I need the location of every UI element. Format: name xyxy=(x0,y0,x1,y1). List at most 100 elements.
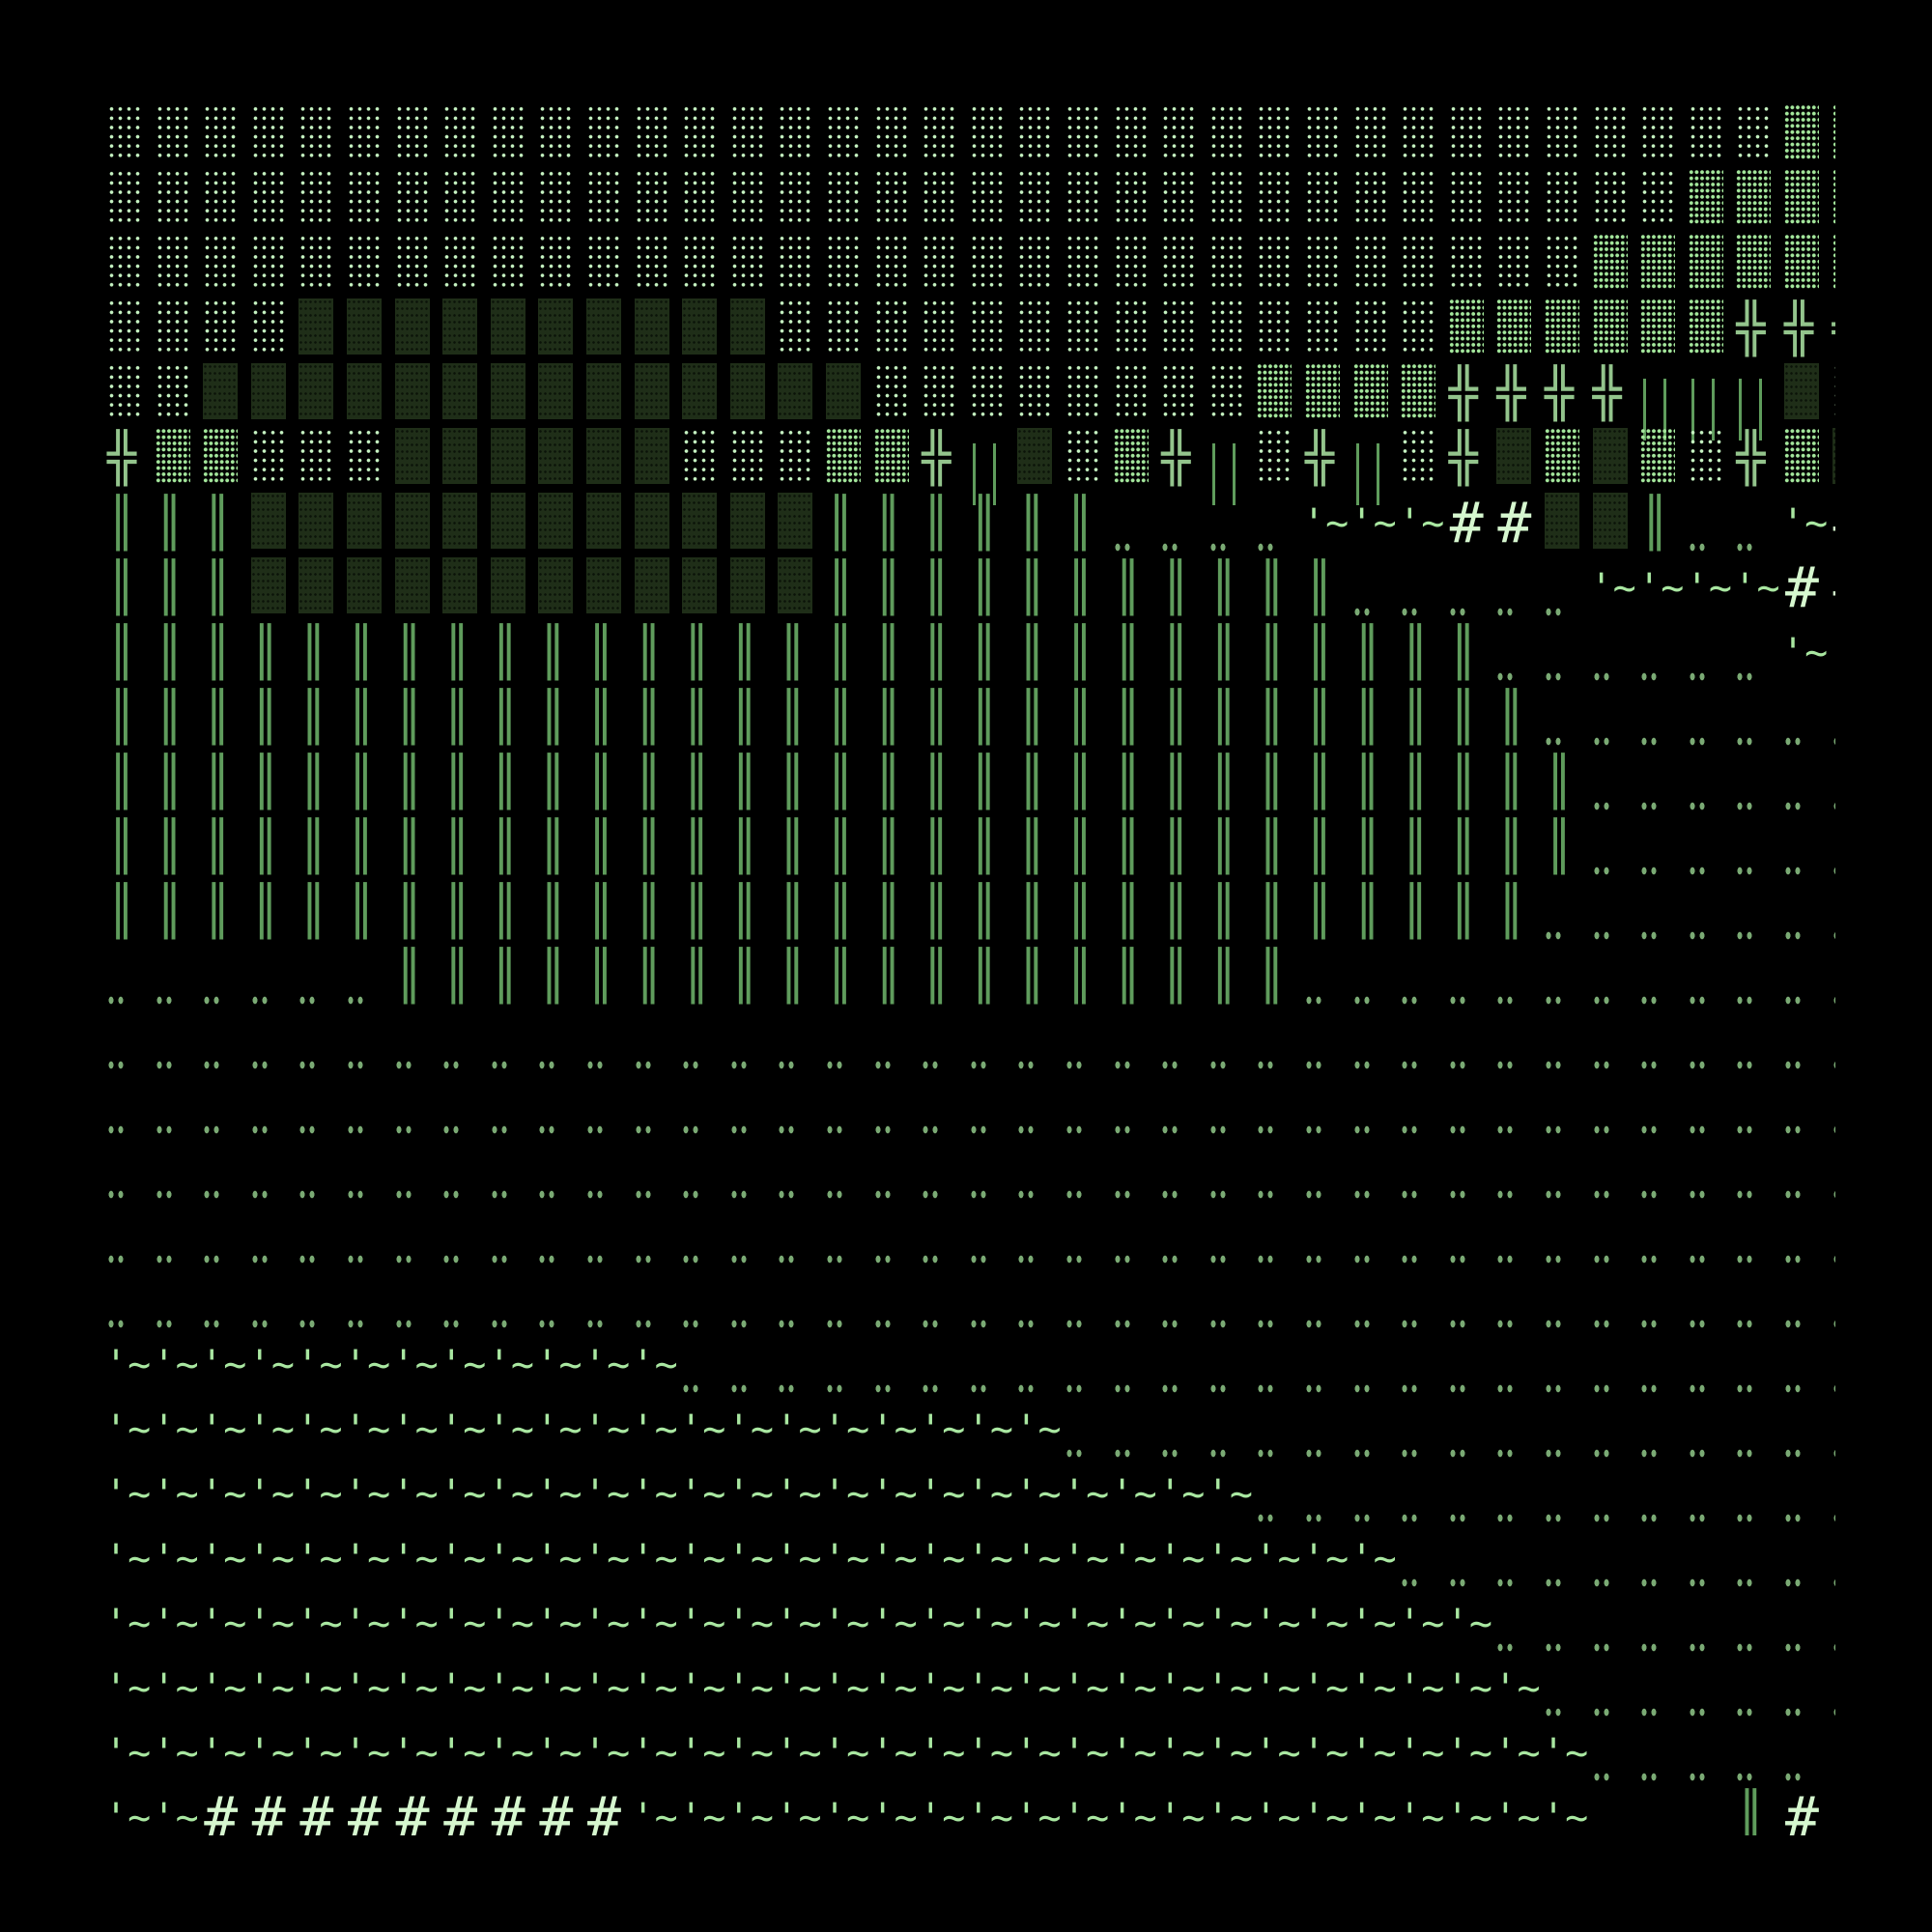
double-vertical-glyph: ║ xyxy=(778,883,808,939)
tile-floor-dots xyxy=(1350,1075,1399,1140)
tile-double-vertical: ║ xyxy=(727,687,776,752)
map-row xyxy=(104,1075,1835,1140)
tile-floor-dots xyxy=(1830,1205,1835,1269)
light-shade-glyph xyxy=(1448,234,1484,290)
tile-floor-dots xyxy=(1590,1205,1638,1269)
double-vertical-glyph: ║ xyxy=(634,948,664,1004)
tile-light-shade xyxy=(1398,298,1446,363)
tile-water: '~ xyxy=(967,1399,1015,1463)
light-shade-glyph xyxy=(490,104,526,160)
double-cross-glyph: ╬ xyxy=(1736,300,1766,356)
tile-floor-dots xyxy=(1063,1399,1111,1463)
double-vertical-glyph: ║ xyxy=(1257,753,1287,810)
tile-water: '~ xyxy=(1207,1722,1255,1787)
tile-dark-shade xyxy=(488,557,536,622)
floor-dots-glyph xyxy=(1065,1320,1084,1328)
floor-dots-glyph xyxy=(1639,802,1660,810)
light-shade-glyph xyxy=(969,363,1005,419)
tile-light-shade xyxy=(1254,169,1302,234)
tile-dark-shade xyxy=(727,363,776,428)
water-glyph: '~ xyxy=(870,1731,918,1776)
tile-floor-dots xyxy=(1493,1399,1542,1463)
floor-dots-glyph xyxy=(1639,931,1660,940)
tile-dark-shade xyxy=(823,363,871,428)
tile-double-vertical: ║ xyxy=(919,881,967,946)
tile-water: '~ xyxy=(871,1787,920,1835)
tile-water: '~ xyxy=(919,1593,967,1658)
water-glyph: '~ xyxy=(583,1602,631,1646)
double-vertical-glyph: ║ xyxy=(729,624,759,680)
medium-shade-glyph xyxy=(1545,298,1579,355)
floor-dots-glyph xyxy=(1735,1449,1755,1458)
light-shade-glyph xyxy=(1688,428,1723,484)
tile-dark-shade xyxy=(392,428,440,493)
tile-water: '~ xyxy=(296,1334,344,1399)
double-vertical-glyph: ║ xyxy=(586,818,616,874)
tile-double-vertical: ║ xyxy=(1111,622,1159,687)
tile-water: '~ xyxy=(871,1399,920,1463)
water-glyph: '~ xyxy=(966,1796,1013,1835)
floor-dots-glyph xyxy=(1687,867,1707,875)
floor-dots-glyph xyxy=(1447,1320,1467,1328)
water-glyph: '~ xyxy=(440,1343,487,1387)
tile-water: '~ xyxy=(392,1334,440,1399)
floor-dots-glyph xyxy=(1400,1190,1420,1199)
floor-dots-glyph xyxy=(1544,1255,1563,1264)
tile-light-shade xyxy=(248,428,297,493)
medium-shade-glyph xyxy=(1832,169,1835,225)
water-glyph: '~ xyxy=(583,1731,631,1776)
floor-dots-glyph xyxy=(1639,1773,1660,1781)
tile-floor-dots xyxy=(1733,1010,1781,1075)
tile-light-shade xyxy=(727,104,776,169)
tile-water: '~ xyxy=(823,1593,871,1658)
tile-light-shade xyxy=(1686,104,1734,169)
medium-shade-glyph xyxy=(1352,363,1388,419)
tile-double-vertical: ║ xyxy=(1111,946,1159,1010)
floor-dots-glyph xyxy=(1065,1190,1084,1199)
double-vertical-glyph: ║ xyxy=(1208,624,1238,680)
tile-light-shade xyxy=(871,234,920,298)
floor-dots-glyph xyxy=(393,1061,413,1069)
light-shade-glyph xyxy=(1161,104,1197,160)
dark-shade-glyph xyxy=(1592,428,1628,484)
tile-double-vertical: ║ xyxy=(727,622,776,687)
tile-floor-dots xyxy=(1446,1463,1494,1528)
tile-light-shade xyxy=(583,104,632,169)
floor-dots-glyph xyxy=(825,1125,844,1134)
light-shade-glyph xyxy=(1065,298,1100,355)
tile-double-vertical: ║ xyxy=(1302,622,1350,687)
double-vertical-glyph: ║ xyxy=(1161,624,1191,680)
tile-water: '~ xyxy=(1302,1658,1350,1722)
floor-dots-glyph xyxy=(777,1125,797,1134)
water-glyph: '~ xyxy=(679,1602,726,1646)
floor-dots-glyph xyxy=(633,1255,653,1264)
tile-double-vertical: ║ xyxy=(392,752,440,816)
floor-dots-glyph xyxy=(1495,672,1516,681)
tile-water: '~ xyxy=(1446,1658,1494,1722)
tile-medium-shade xyxy=(1637,428,1686,493)
map-viewport[interactable]: ╬╬╬╬╬╬╬╬╬╬╬╬╬║║║║║║║║║'~'~'~##║'~#║║║║║║… xyxy=(104,104,1835,1835)
double-vertical-glyph: ║ xyxy=(1305,559,1335,615)
tile-floor-dots xyxy=(871,1075,920,1140)
tile-double-vertical: ║ xyxy=(1207,687,1255,752)
floor-dots-glyph xyxy=(728,1320,749,1328)
tile-floor-dots xyxy=(632,1140,680,1205)
dark-shade-glyph xyxy=(586,493,621,549)
floor-dots-glyph xyxy=(1495,1190,1516,1199)
floor-dots-glyph xyxy=(1687,1320,1707,1328)
tile-double-vertical: ║ xyxy=(1350,752,1399,816)
tile-floor-dots xyxy=(200,1205,248,1269)
tile-water: '~ xyxy=(1111,1658,1159,1722)
double-vertical-glyph: ║ xyxy=(203,624,233,680)
double-vertical-glyph: ║ xyxy=(107,624,137,680)
tile-medium-shade xyxy=(871,428,920,493)
tile-floor-dots xyxy=(1590,1010,1638,1075)
tile-light-shade xyxy=(296,428,344,493)
double-vertical-glyph: ║ xyxy=(682,948,712,1004)
light-shade-glyph xyxy=(1208,363,1244,419)
tile-double-vertical: ║ xyxy=(775,881,823,946)
floor-dots-glyph xyxy=(1783,931,1803,940)
tile-hash: # xyxy=(440,1787,488,1835)
dark-shade-glyph xyxy=(1832,428,1835,484)
dark-shade-glyph xyxy=(682,493,718,549)
